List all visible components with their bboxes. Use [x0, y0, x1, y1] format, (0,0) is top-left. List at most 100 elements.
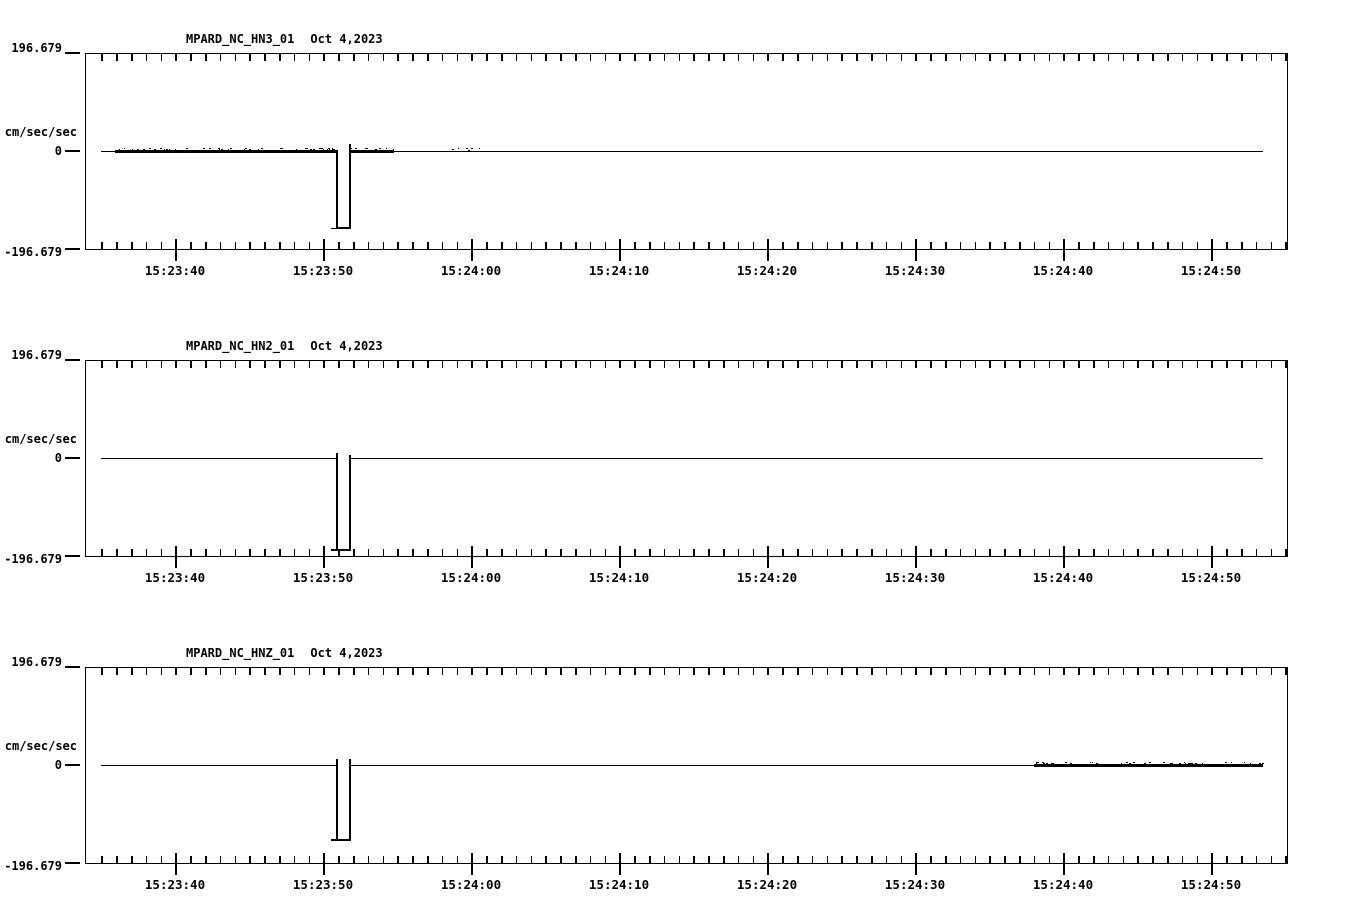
x-tick-minor-top: [989, 668, 991, 675]
x-tick-minor-top: [915, 361, 917, 368]
noise-speck: [372, 149, 374, 151]
waveform-trace-segment: [350, 764, 1264, 767]
x-tick-minor-top: [1019, 361, 1021, 368]
x-tick-minor-top: [900, 54, 903, 61]
noise-speck: [1191, 762, 1193, 764]
x-tick-minor-top: [1137, 54, 1139, 61]
x-tick-minor-bottom: [293, 549, 296, 556]
x-tick-minor-bottom: [900, 856, 903, 863]
x-tick-minor-bottom: [441, 242, 444, 249]
x-tick-minor-top: [1270, 361, 1273, 368]
x-tick-minor-top: [530, 54, 533, 61]
x-tick-minor-top: [441, 361, 444, 368]
noise-speck: [281, 147, 283, 149]
noise-speck: [227, 148, 230, 150]
x-tick-minor-bottom: [737, 242, 740, 249]
x-tick-minor-bottom: [885, 242, 888, 249]
noise-speck: [118, 148, 121, 150]
x-tick-minor-top: [871, 361, 873, 368]
x-axis-tick-label: 15:24:00: [440, 263, 502, 278]
x-tick-major: [174, 853, 177, 875]
x-tick-minor-bottom: [752, 242, 755, 249]
x-tick-minor-top: [826, 361, 829, 368]
noise-speck: [364, 147, 366, 149]
x-tick-minor-bottom: [456, 856, 459, 863]
x-tick-minor-top: [397, 54, 399, 61]
x-tick-minor-bottom: [293, 242, 296, 249]
noise-speck: [333, 148, 335, 150]
x-tick-minor-bottom: [160, 856, 163, 863]
calibration-pulse-left-edge: [336, 452, 338, 550]
x-tick-minor-bottom: [1137, 242, 1139, 249]
x-tick-minor-top: [1181, 668, 1184, 675]
x-axis-tick-label: 15:24:10: [588, 877, 650, 892]
x-tick-minor-bottom: [1196, 549, 1199, 556]
x-tick-major: [766, 853, 769, 875]
x-tick-minor-top: [945, 668, 947, 675]
noise-speck: [1089, 761, 1092, 763]
x-tick-minor-top: [545, 668, 547, 675]
x-tick-minor-bottom: [101, 242, 103, 249]
x-tick-minor-top: [190, 361, 192, 368]
x-axis-tick-label: 15:24:40: [1032, 263, 1094, 278]
x-tick-minor-bottom: [353, 856, 355, 863]
x-tick-minor-bottom: [338, 856, 340, 863]
x-tick-minor-top: [1270, 54, 1273, 61]
x-tick-minor-bottom: [797, 242, 799, 249]
x-tick-minor-bottom: [515, 856, 518, 863]
x-tick-minor-bottom: [708, 242, 710, 249]
x-tick-minor-bottom: [856, 242, 858, 249]
x-tick-minor-top: [545, 54, 547, 61]
x-tick-minor-top: [826, 54, 829, 61]
noise-speck: [466, 147, 468, 149]
x-tick-minor-top: [145, 54, 148, 61]
x-tick-minor-bottom: [279, 856, 281, 863]
x-tick-minor-top: [1196, 668, 1199, 675]
x-axis-tick-label: 15:23:40: [144, 263, 206, 278]
noise-speck: [1035, 762, 1038, 764]
y-min-tick: [65, 248, 80, 250]
noise-speck: [1070, 762, 1072, 764]
x-tick-minor-top: [530, 668, 533, 675]
x-tick-major: [174, 546, 177, 568]
x-tick-minor-bottom: [856, 549, 858, 556]
x-tick-minor-bottom: [145, 856, 148, 863]
x-tick-minor-top: [900, 668, 903, 675]
x-tick-minor-bottom: [441, 856, 444, 863]
y-max-tick: [65, 52, 80, 54]
station-code: MPARD_NC_HNZ_01: [186, 646, 295, 660]
x-tick-minor-bottom: [397, 549, 399, 556]
waveform-trace-segment: [114, 150, 337, 153]
x-tick-minor-top: [1019, 54, 1021, 61]
x-tick-minor-bottom: [101, 856, 103, 863]
x-tick-minor-bottom: [560, 549, 562, 556]
x-tick-minor-top: [1004, 668, 1006, 675]
x-tick-minor-top: [1063, 361, 1065, 368]
x-tick-minor-bottom: [634, 856, 636, 863]
station-code: MPARD_NC_HN2_01: [186, 339, 295, 353]
x-tick-minor-bottom: [604, 856, 607, 863]
x-tick-minor-bottom: [649, 856, 651, 863]
noise-speck: [243, 148, 246, 150]
noise-speck: [310, 148, 312, 150]
noise-speck: [1129, 762, 1131, 764]
x-tick-minor-bottom: [1137, 549, 1139, 556]
x-tick-minor-top: [915, 668, 917, 675]
plot-date: Oct 4,2023: [310, 32, 383, 46]
x-tick-minor-top: [915, 54, 917, 61]
x-tick-minor-top: [782, 54, 784, 61]
x-tick-minor-bottom: [530, 242, 533, 249]
y-axis-max-label: 196.679: [11, 348, 62, 362]
x-tick-minor-bottom: [1048, 242, 1051, 249]
x-tick-minor-top: [456, 668, 459, 675]
x-tick-minor-top: [589, 668, 592, 675]
noise-speck: [154, 149, 157, 151]
x-tick-minor-top: [693, 54, 695, 61]
x-tick-minor-bottom: [382, 242, 385, 249]
x-tick-minor-bottom: [234, 549, 237, 556]
x-tick-minor-bottom: [249, 549, 251, 556]
noise-speck: [220, 149, 223, 151]
x-tick-minor-bottom: [678, 549, 681, 556]
x-tick-minor-top: [1152, 361, 1154, 368]
x-tick-minor-top: [486, 361, 488, 368]
